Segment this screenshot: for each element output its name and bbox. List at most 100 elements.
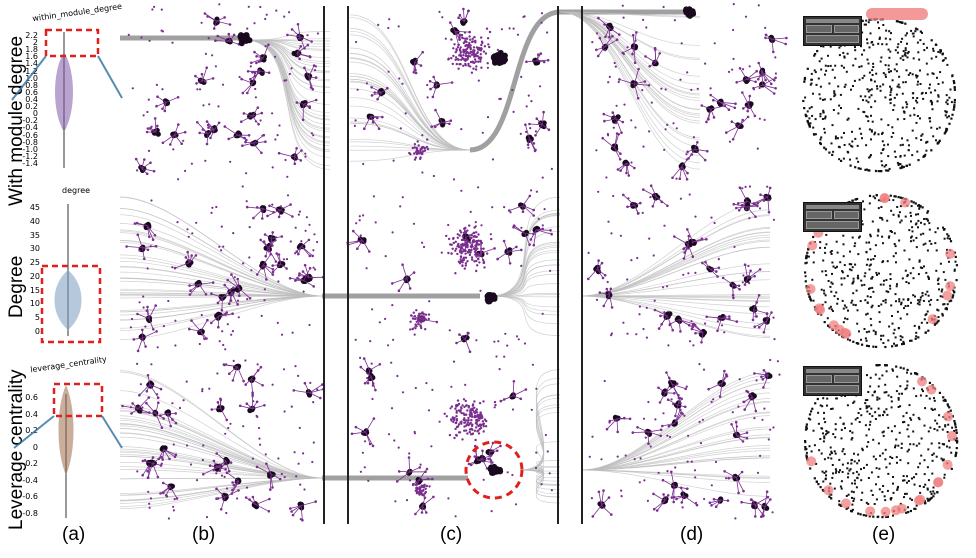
overview-node <box>890 87 893 90</box>
scatter-node <box>620 489 623 492</box>
overview-node <box>808 117 811 120</box>
overview-boundary-node <box>899 21 902 24</box>
leaf-node <box>265 462 268 466</box>
dense-node <box>419 149 422 152</box>
overview-node <box>861 77 864 80</box>
scatter-node <box>766 185 769 188</box>
scatter-node <box>355 40 358 44</box>
overview-boundary-node <box>809 299 813 302</box>
overview-node <box>893 232 896 235</box>
scatter-node <box>668 324 671 327</box>
overview-node <box>833 90 836 93</box>
leaf-node <box>746 115 750 119</box>
scatter-node <box>202 444 205 447</box>
leaf-node <box>359 365 363 369</box>
scatter-node <box>216 372 219 375</box>
dense-node <box>460 238 464 242</box>
tick-label: 0.8 <box>25 80 38 90</box>
leaf-node <box>725 131 728 134</box>
dense-node <box>457 431 461 434</box>
scatter-node <box>607 81 610 84</box>
leaf-edge <box>256 264 264 275</box>
leaf-edge <box>152 463 159 478</box>
scatter-node <box>664 128 667 131</box>
leaf-edge <box>156 102 167 107</box>
scatter-node <box>504 332 507 335</box>
leaf-node <box>231 379 235 382</box>
leaf-edge <box>241 115 253 123</box>
scatter-node <box>306 34 309 37</box>
leaf-edge <box>753 302 758 310</box>
dense-node <box>482 400 485 403</box>
scatter-node <box>530 189 533 192</box>
edge-layer <box>119 9 771 510</box>
overview-node <box>825 243 828 246</box>
edge-line <box>119 432 323 479</box>
leaf-node <box>261 384 264 387</box>
tick-label: 15 <box>29 285 40 295</box>
leaf-node <box>136 233 140 236</box>
overview-node <box>811 114 814 117</box>
tick-label: 0.6 <box>25 393 38 402</box>
leaf-node <box>207 126 210 129</box>
leaf-node <box>296 23 300 26</box>
overview-node <box>901 336 904 339</box>
scatter-node <box>288 72 291 76</box>
scatter-node <box>498 97 501 101</box>
dense-node <box>474 426 478 429</box>
leaf-node <box>765 490 769 494</box>
leaf-node <box>163 109 167 113</box>
leaf-edge <box>710 94 721 103</box>
overview-node <box>890 135 893 138</box>
leaf-node <box>264 254 268 258</box>
overview-node <box>843 304 846 307</box>
leaf-edge <box>262 44 269 59</box>
leaf-node <box>657 327 661 330</box>
overview-node <box>856 322 859 325</box>
leaf-node <box>407 456 411 459</box>
overview-node <box>810 82 813 85</box>
leaf-node <box>741 91 744 94</box>
leaf-edge <box>678 319 694 325</box>
scatter-node <box>511 473 514 477</box>
overview-node <box>868 96 871 99</box>
leaf-edge <box>754 320 768 328</box>
overview-node <box>833 295 836 298</box>
leaf-edge <box>503 240 509 253</box>
leaf-node <box>241 91 245 95</box>
dense-node <box>419 320 423 324</box>
leaf-edge <box>673 495 685 498</box>
panel-label-c: (c) <box>440 524 463 545</box>
scatter-node <box>614 65 617 68</box>
leaf-node <box>260 111 264 115</box>
edge-line <box>119 208 323 297</box>
overview-node <box>854 46 856 49</box>
dense-node <box>419 487 422 491</box>
scatter-node <box>236 299 240 302</box>
leaf-node <box>210 321 213 325</box>
leaf-edge <box>211 293 223 298</box>
scatter-node <box>690 320 693 323</box>
overview-node <box>877 230 880 233</box>
overview-node <box>853 79 856 82</box>
leaf-edge <box>623 194 635 206</box>
scatter-node <box>359 356 362 359</box>
overview-node <box>890 209 893 212</box>
overview-node <box>912 57 915 60</box>
leaf-edge <box>762 77 776 86</box>
leaf-node <box>155 104 158 108</box>
leaf-node <box>637 67 640 71</box>
leaf-node <box>269 488 272 491</box>
overview-node <box>904 269 907 272</box>
scatter-node <box>591 41 594 44</box>
leaf-edge <box>683 495 698 506</box>
scatter-node <box>148 502 151 505</box>
overview-node <box>834 266 837 269</box>
leaf-node <box>255 400 259 404</box>
overview-node <box>868 268 871 271</box>
leaf-edge <box>371 92 382 96</box>
overview-node <box>869 235 872 238</box>
overview-node <box>953 269 956 272</box>
overview-node <box>882 300 885 302</box>
leaf-node <box>774 76 777 80</box>
